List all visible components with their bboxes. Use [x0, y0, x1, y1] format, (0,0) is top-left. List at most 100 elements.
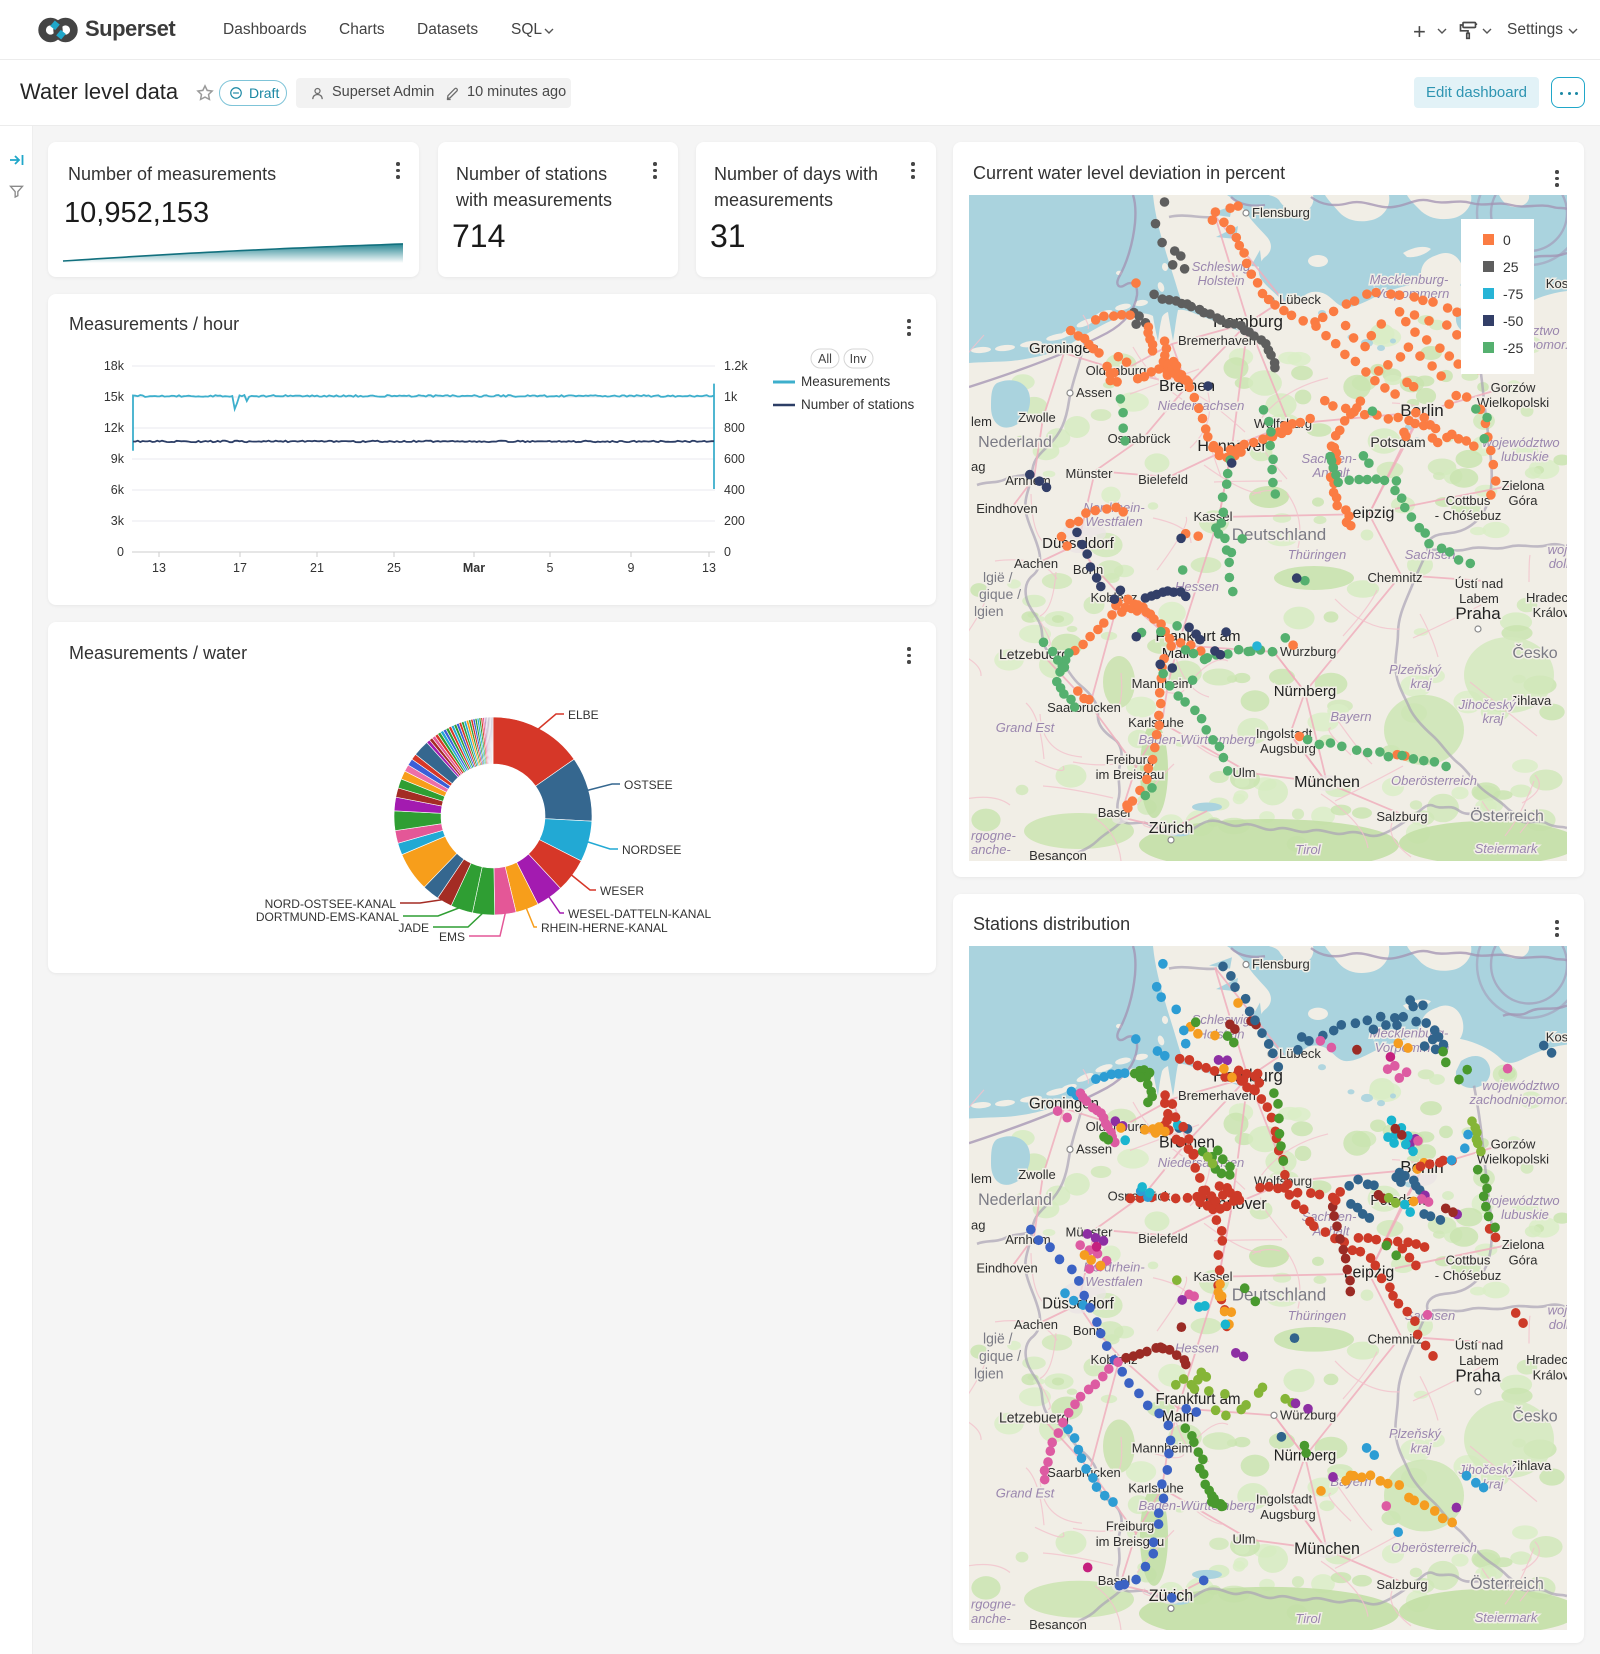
svg-text:Thüringen: Thüringen	[1288, 547, 1347, 562]
svg-text:ag: ag	[971, 1217, 985, 1232]
svg-text:25: 25	[387, 561, 401, 575]
svg-text:JADE: JADE	[398, 921, 429, 935]
svg-text:Zwolle: Zwolle	[1018, 1167, 1056, 1182]
svg-text:Steiermark: Steiermark	[1475, 841, 1539, 856]
svg-text:NORD-OSTSEE-KANAL: NORD-OSTSEE-KANAL	[265, 897, 397, 911]
svg-text:Mannheim: Mannheim	[1132, 676, 1193, 691]
svg-text:200: 200	[724, 514, 745, 528]
svg-text:Freiburg: Freiburg	[1106, 752, 1154, 767]
svg-text:Bremerhaven: Bremerhaven	[1178, 1088, 1256, 1103]
svg-text:Bielefeld: Bielefeld	[1138, 1231, 1188, 1246]
svg-text:Österreich: Österreich	[1470, 807, 1544, 825]
svg-text:18k: 18k	[104, 359, 125, 373]
svg-text:Aachen: Aachen	[1014, 1317, 1058, 1332]
svg-text:Salzburg: Salzburg	[1376, 809, 1427, 824]
svg-text:Steiermark: Steiermark	[1475, 1610, 1539, 1625]
svg-text:Letzebuerg: Letzebuerg	[999, 1410, 1069, 1426]
svg-text:Jihočeský: Jihočeský	[1458, 1462, 1517, 1477]
svg-text:0: 0	[724, 545, 731, 559]
svg-text:Mecklenburg-: Mecklenburg-	[1370, 272, 1449, 287]
svg-text:800: 800	[724, 421, 745, 435]
svg-text:ELBE: ELBE	[568, 708, 599, 722]
svg-text:ag: ag	[971, 459, 985, 474]
svg-text:kraj: kraj	[1411, 676, 1433, 691]
svg-text:Potsdam: Potsdam	[1370, 434, 1425, 450]
svg-text:Besançon: Besançon	[1029, 1617, 1087, 1630]
svg-text:Nürnberg: Nürnberg	[1274, 683, 1337, 700]
svg-text:Wielkopolski: Wielkopolski	[1477, 1152, 1549, 1167]
svg-text:gique /: gique /	[979, 586, 1021, 602]
svg-text:Bielefeld: Bielefeld	[1138, 472, 1188, 487]
svg-text:Flensburg: Flensburg	[1252, 205, 1310, 220]
svg-text:Westfalen: Westfalen	[1085, 1274, 1142, 1289]
svg-text:lem: lem	[971, 1171, 992, 1186]
svg-text:Wielkopolski: Wielkopolski	[1477, 395, 1549, 410]
svg-text:12k: 12k	[104, 421, 125, 435]
svg-text:15k: 15k	[104, 390, 125, 404]
svg-text:Würzburg: Würzburg	[1280, 1407, 1336, 1422]
svg-text:6k: 6k	[111, 483, 125, 497]
svg-text:Eindhoven: Eindhoven	[976, 1260, 1037, 1275]
svg-text:All: All	[818, 352, 832, 366]
svg-text:0: 0	[1503, 232, 1511, 248]
svg-text:Česko: Česko	[1512, 643, 1557, 662]
svg-text:Bayern: Bayern	[1330, 709, 1371, 724]
svg-text:Ulm: Ulm	[1232, 765, 1255, 780]
svg-text:EMS: EMS	[439, 930, 465, 944]
svg-text:Kassel: Kassel	[1194, 1269, 1233, 1284]
svg-text:Chemnitz: Chemnitz	[1368, 1331, 1423, 1346]
svg-text:woje: woje	[1548, 1303, 1567, 1318]
svg-text:lem: lem	[971, 414, 992, 429]
svg-text:600: 600	[724, 452, 745, 466]
svg-text:Gorzów: Gorzów	[1491, 380, 1536, 395]
svg-text:woje: woje	[1548, 542, 1567, 557]
svg-text:NORDSEE: NORDSEE	[622, 843, 681, 857]
svg-text:Besançon: Besançon	[1029, 848, 1087, 861]
svg-text:Aachen: Aachen	[1014, 556, 1058, 571]
svg-text:Flensburg: Flensburg	[1252, 956, 1310, 971]
svg-text:Holstein: Holstein	[1198, 273, 1245, 288]
svg-text:Eindhoven: Eindhoven	[976, 501, 1037, 516]
svg-text:Králov: Králov	[1533, 1367, 1567, 1382]
svg-text:Assen: Assen	[1076, 385, 1112, 400]
svg-text:Ingolstadt: Ingolstadt	[1256, 1492, 1313, 1507]
svg-text:Mannheim: Mannheim	[1132, 1440, 1193, 1455]
svg-text:1k: 1k	[724, 390, 738, 404]
svg-text:-25: -25	[1503, 340, 1523, 356]
svg-text:województwo: województwo	[1482, 435, 1559, 450]
svg-text:Ústí nad: Ústí nad	[1455, 576, 1503, 591]
svg-text:anche-: anche-	[971, 842, 1011, 857]
svg-text:Groningen: Groningen	[1029, 340, 1099, 357]
svg-text:kraj: kraj	[1411, 1440, 1433, 1455]
svg-text:Leipzig: Leipzig	[1344, 505, 1395, 522]
svg-text:Basel: Basel	[1098, 805, 1131, 820]
svg-text:województwo: województwo	[1482, 1078, 1559, 1093]
svg-text:Plzeňský: Plzeňský	[1389, 662, 1443, 677]
svg-text:Baden-Württemberg: Baden-Württemberg	[1138, 732, 1256, 747]
svg-text:Praha: Praha	[1455, 604, 1501, 623]
svg-text:im Breisgau: im Breisgau	[1096, 1534, 1165, 1549]
svg-text:Hradec: Hradec	[1526, 1352, 1567, 1367]
svg-text:Ústí nad: Ústí nad	[1455, 1337, 1503, 1352]
svg-text:Mar: Mar	[463, 561, 485, 575]
svg-text:21: 21	[310, 561, 324, 575]
svg-text:Measurements: Measurements	[801, 374, 891, 389]
svg-text:Assen: Assen	[1076, 1141, 1112, 1156]
svg-text:-50: -50	[1503, 313, 1523, 329]
svg-text:RHEIN-HERNE-KANAL: RHEIN-HERNE-KANAL	[541, 921, 668, 935]
svg-text:Oldenburg: Oldenburg	[1086, 1119, 1147, 1134]
svg-text:Kos: Kos	[1546, 1029, 1567, 1044]
svg-text:Inv: Inv	[850, 352, 867, 366]
svg-text:Góra: Góra	[1509, 1252, 1539, 1267]
svg-text:Saarbrücken: Saarbrücken	[1047, 700, 1121, 715]
svg-text:1.2k: 1.2k	[724, 359, 748, 373]
svg-text:Cottbus: Cottbus	[1446, 493, 1491, 508]
svg-text:Lübeck: Lübeck	[1279, 292, 1321, 307]
svg-text:Osnabrück: Osnabrück	[1108, 431, 1171, 446]
svg-text:lgien: lgien	[974, 603, 1004, 619]
svg-text:3k: 3k	[111, 514, 125, 528]
svg-text:Hessen: Hessen	[1175, 1341, 1219, 1356]
svg-text:DORTMUND-EMS-KANAL: DORTMUND-EMS-KANAL	[256, 910, 399, 924]
svg-text:13: 13	[702, 561, 716, 575]
svg-text:- Chóśebuz: - Chóśebuz	[1435, 1268, 1501, 1283]
